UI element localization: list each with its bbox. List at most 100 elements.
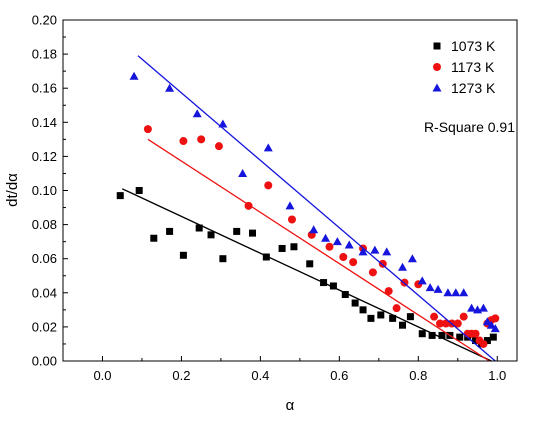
data-point-1-18 <box>351 299 359 307</box>
data-point-3-20 <box>443 288 453 297</box>
series-1073-k <box>116 187 497 362</box>
legend-label-2: 1173 K <box>451 59 495 75</box>
data-point-1-3 <box>150 234 158 242</box>
data-point-3-12 <box>358 247 368 256</box>
data-point-1-20 <box>367 314 375 322</box>
data-point-3-21 <box>451 288 461 297</box>
data-point-2-10 <box>339 252 348 261</box>
data-point-2-24 <box>459 312 468 321</box>
data-point-2-32 <box>491 314 500 323</box>
y-tick-label: 0.06 <box>32 251 57 266</box>
legend-label-1: 1073 K <box>451 38 496 54</box>
data-point-2-3 <box>197 135 206 144</box>
data-point-1-10 <box>248 229 256 237</box>
data-point-1-24 <box>406 313 414 321</box>
ticks-layer: 0.0 0.2 0.4 0.6 0.8 1.0 0.00 0.02 0.04 0.06 0.08 0.… <box>32 13 507 384</box>
data-point-3-3 <box>192 109 202 118</box>
data-point-3-18 <box>425 283 435 292</box>
data-point-3-17 <box>417 276 427 285</box>
data-point-2-6 <box>264 181 273 190</box>
data-point-1-27 <box>438 331 446 339</box>
data-point-1-8 <box>219 255 227 263</box>
data-point-3-22 <box>459 288 469 297</box>
data-point-1-2 <box>135 187 143 194</box>
data-point-1-22 <box>389 314 397 322</box>
data-point-2-27 <box>471 329 480 338</box>
data-point-2-4 <box>214 142 223 151</box>
data-point-3-27 <box>486 320 496 329</box>
annotation-r-square: R-Square 0.91 <box>424 119 515 135</box>
legend-marker-1 <box>433 42 441 50</box>
data-point-1-7 <box>207 231 215 239</box>
legend-marker-2 <box>433 63 441 71</box>
data-point-3-10 <box>332 237 342 246</box>
y-tick-label: 0.14 <box>32 115 57 130</box>
data-point-2-1 <box>143 125 152 134</box>
y-tick-label: 0.00 <box>32 354 57 369</box>
data-point-2-23 <box>453 319 462 328</box>
data-point-3-16 <box>407 254 417 263</box>
x-tick-label: 0.2 <box>172 368 190 383</box>
data-point-2-21 <box>441 319 450 328</box>
data-point-3-8 <box>309 225 319 234</box>
data-point-1-14 <box>306 260 314 268</box>
series-1173-k <box>143 125 500 362</box>
data-point-1-25 <box>418 330 426 338</box>
data-point-2-16 <box>392 304 401 313</box>
y-tick-label: 0.02 <box>32 319 57 334</box>
data-point-2-11 <box>349 258 358 267</box>
data-point-1-26 <box>428 331 436 339</box>
data-point-2-2 <box>179 137 188 146</box>
data-point-1-21 <box>377 311 385 319</box>
legend: 1073 K 1173 K 1273 K <box>432 38 496 96</box>
y-tick-label: 0.20 <box>32 13 57 28</box>
data-point-1-9 <box>233 227 241 235</box>
legend-marker-3 <box>432 83 442 92</box>
data-point-3-26 <box>482 317 492 326</box>
data-point-3-13 <box>370 245 380 254</box>
fit-line-3 <box>137 55 496 362</box>
data-point-1-11 <box>262 253 270 261</box>
y-tick-label: 0.18 <box>32 47 57 62</box>
data-point-2-9 <box>325 242 334 251</box>
data-point-1-13 <box>290 243 298 251</box>
data-point-1-19 <box>359 306 367 314</box>
data-point-1-12 <box>278 244 286 252</box>
data-point-2-7 <box>287 215 296 224</box>
data-point-3-14 <box>382 247 392 256</box>
data-point-2-19 <box>430 312 439 321</box>
y-tick-label: 0.04 <box>32 285 57 300</box>
x-tick-label: 0.4 <box>251 368 269 383</box>
data-point-3-2 <box>165 83 175 92</box>
data-point-1-4 <box>166 227 174 235</box>
data-point-3-6 <box>263 143 273 152</box>
data-point-2-5 <box>244 201 253 210</box>
data-point-3-9 <box>321 233 331 242</box>
data-point-2-13 <box>368 268 377 277</box>
fit-line-2 <box>147 138 490 362</box>
data-point-3-23 <box>467 303 477 312</box>
y-axis-title: dt/dα <box>4 173 21 207</box>
data-point-3-5 <box>238 168 248 177</box>
data-point-1-33 <box>483 337 491 345</box>
data-point-3-11 <box>344 240 354 249</box>
x-axis-title: α <box>286 397 295 414</box>
x-tick-label: 0.0 <box>93 368 111 383</box>
data-point-1-34 <box>489 333 497 341</box>
data-point-3-4 <box>218 119 228 128</box>
fit-line-1 <box>121 188 492 362</box>
x-tick-label: 1.0 <box>488 368 506 383</box>
data-point-1-1 <box>116 192 124 200</box>
data-point-1-15 <box>320 279 328 287</box>
x-tick-label: 0.6 <box>330 368 348 383</box>
series-layer <box>116 55 500 362</box>
plot-frame <box>62 19 518 362</box>
data-point-3-1 <box>129 71 139 80</box>
y-tick-label: 0.10 <box>32 183 57 198</box>
data-point-3-28 <box>490 324 500 333</box>
data-point-1-6 <box>195 224 203 232</box>
data-point-2-15 <box>384 287 393 296</box>
data-point-2-29 <box>479 339 488 348</box>
x-tick-label: 0.8 <box>409 368 427 383</box>
